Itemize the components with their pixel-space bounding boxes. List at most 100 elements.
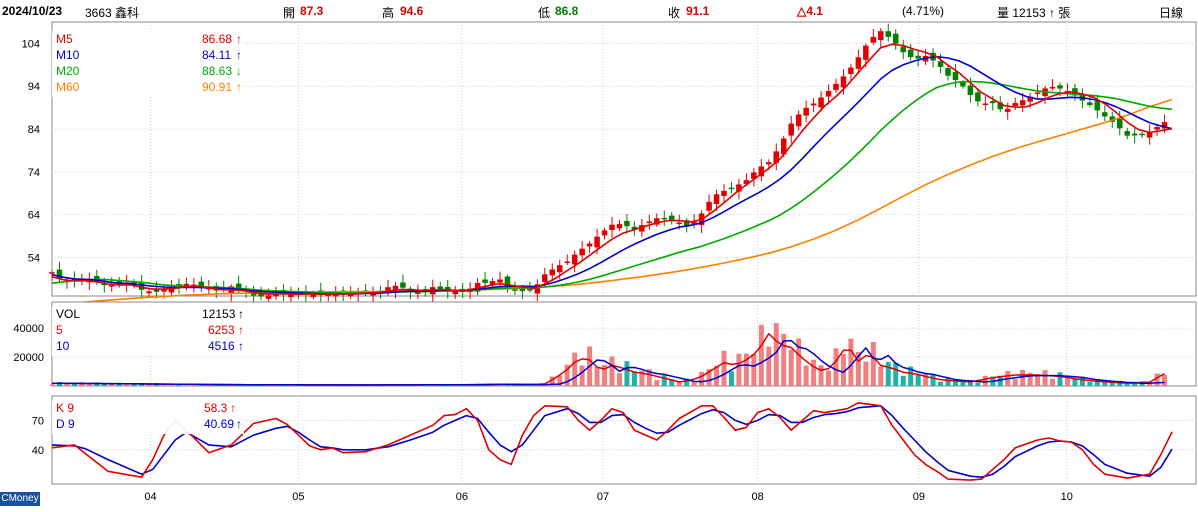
x-tick-label: 07: [597, 491, 609, 503]
volume-bar: [1132, 381, 1138, 386]
volume-bar: [669, 379, 675, 386]
legend-m5-value: 86.68: [202, 32, 233, 46]
volume-bar: [967, 379, 973, 386]
candle-body: [527, 289, 533, 291]
volume-bar: [1057, 372, 1063, 386]
price-tick-label: 54: [28, 252, 40, 264]
volume-bar: [938, 381, 944, 386]
candle-body: [1094, 101, 1101, 111]
volume-bar: [1087, 381, 1093, 386]
candle-body: [915, 55, 921, 59]
low-label: 低: [538, 6, 551, 20]
volume-bar: [1147, 382, 1153, 386]
volume-bar: [654, 380, 660, 386]
candle-body: [1004, 108, 1011, 112]
legend-m60-arrow: ↑: [236, 80, 242, 94]
volume-bar: [639, 370, 645, 386]
candle-body: [624, 220, 630, 227]
legend-m20-arrow: ↓: [236, 64, 242, 78]
legend-m5-name: M5: [56, 32, 73, 46]
candle-body: [265, 295, 272, 299]
candle-body: [534, 284, 541, 294]
candle-body: [975, 92, 981, 102]
candle-body: [990, 101, 996, 104]
candle-body: [549, 269, 556, 276]
x-tick-label: 09: [913, 491, 925, 503]
candle-body: [668, 215, 675, 220]
candle-body: [609, 224, 615, 230]
volume-bar: [736, 353, 742, 386]
volume-bar: [564, 364, 570, 386]
candle-body: [945, 67, 951, 76]
candle-body: [833, 83, 839, 91]
kd-legend: [52, 400, 244, 434]
legend-m10-value: 84.11: [202, 48, 232, 62]
candle-body: [579, 248, 585, 256]
volume-bar: [183, 384, 189, 386]
volume-bar: [333, 385, 339, 386]
candle-body: [795, 114, 802, 127]
legend-m60-value: 90.91: [202, 80, 233, 94]
volume-bar: [840, 354, 846, 386]
legend-vol5-arrow: ↑: [238, 323, 244, 337]
candle-body: [400, 282, 406, 288]
volume-bar: [885, 361, 891, 386]
volume-bar: [870, 341, 876, 386]
volume-bar: [109, 383, 115, 386]
volume-legend: [52, 306, 248, 356]
volume-bar: [676, 381, 682, 386]
candle-body: [810, 103, 817, 106]
candle-body: [721, 190, 727, 196]
volume-bar: [893, 362, 899, 386]
candle-body: [497, 279, 503, 283]
volume-bar: [572, 352, 578, 386]
legend-d-name: D 9: [56, 417, 75, 431]
volume-bar: [728, 371, 734, 386]
volume-bar: [863, 361, 869, 386]
candle-body: [863, 45, 869, 60]
volume-bar: [602, 364, 608, 386]
m60-line: [51, 98, 1173, 306]
volume-bar: [64, 382, 70, 386]
volume-label: 量 12153 ↑ 張: [997, 6, 1071, 20]
candle-body: [892, 33, 899, 44]
candle-body: [1161, 122, 1168, 129]
legend-vol-value: 12153: [202, 307, 236, 321]
chart-header: 2024/10/23 3663 鑫科 開 87.3 高 94.6 低 86.8 …: [0, 0, 1198, 22]
candle-body: [1087, 102, 1093, 106]
volume-bar: [691, 381, 697, 386]
candle-body: [713, 194, 720, 204]
candle-body: [885, 31, 892, 37]
price-tick-label: 84: [28, 124, 40, 136]
candle-body: [952, 71, 959, 81]
candle-body: [482, 279, 488, 283]
candle-body: [1012, 103, 1018, 106]
volume-bar: [900, 375, 906, 386]
volume-bar: [661, 374, 667, 386]
change-percent: (4.71%): [902, 4, 945, 18]
legend-m10-arrow: ↑: [236, 48, 242, 62]
candle-body: [1131, 133, 1138, 136]
candle-body: [840, 76, 847, 88]
candle-body: [1102, 112, 1108, 117]
volume-bar: [758, 324, 764, 386]
candle-body: [855, 57, 862, 69]
price-tick-label: 94: [28, 81, 40, 93]
candle-body: [571, 254, 578, 265]
volume-bar: [960, 380, 966, 386]
candle-body: [198, 281, 205, 287]
candle-body: [556, 265, 563, 273]
volume-bar: [258, 385, 264, 386]
candle-body: [646, 221, 653, 223]
volume-bar: [997, 375, 1003, 386]
volume-bar: [1072, 378, 1078, 386]
candle-body: [676, 222, 682, 225]
volume-bar: [721, 350, 727, 386]
volume-bar: [699, 371, 705, 386]
candle-body: [818, 97, 824, 108]
volume-bar: [198, 384, 204, 386]
candle-body: [1154, 127, 1160, 130]
candle-body: [706, 201, 712, 211]
volume-bar: [766, 346, 772, 386]
k-line: [51, 401, 1173, 481]
